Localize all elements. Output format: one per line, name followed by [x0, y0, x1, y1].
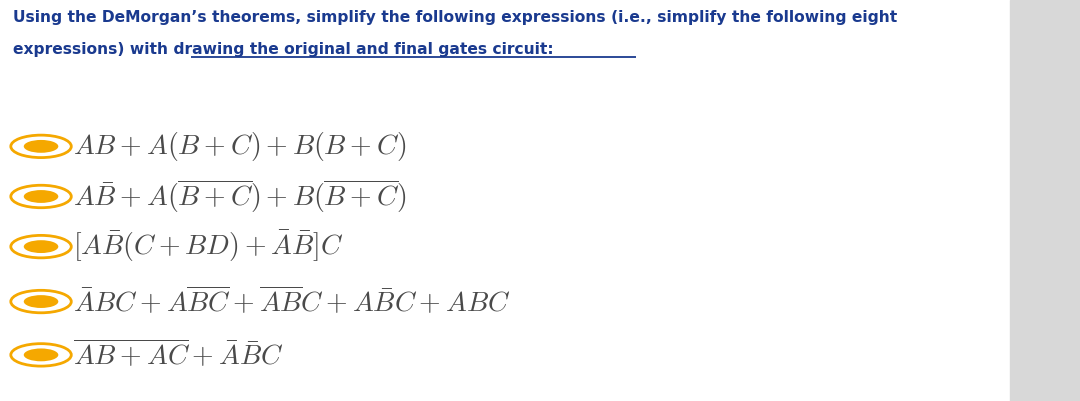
Text: $AB + A(B + C) + B(B + C)$: $AB + A(B + C) + B(B + C)$ — [73, 130, 407, 163]
Circle shape — [11, 185, 71, 208]
Text: $A\bar{B} + A(\overline{B + C}) + B(\overline{B + C})$: $A\bar{B} + A(\overline{B + C}) + B(\ove… — [73, 178, 407, 215]
Circle shape — [24, 295, 58, 308]
Circle shape — [11, 344, 71, 366]
Circle shape — [11, 290, 71, 313]
Circle shape — [11, 235, 71, 258]
Text: Using the DeMorgan’s theorems, simplify the following expressions (i.e., simplif: Using the DeMorgan’s theorems, simplify … — [13, 10, 897, 25]
Circle shape — [24, 140, 58, 153]
Text: $\bar{A}BC + A\overline{BC} + \overline{AB}C + A\bar{B}C + ABC$: $\bar{A}BC + A\overline{BC} + \overline{… — [73, 285, 511, 318]
Text: $[A\bar{B}(C + BD) + \bar{A}\bar{B}]C$: $[A\bar{B}(C + BD) + \bar{A}\bar{B}]C$ — [73, 229, 343, 264]
Circle shape — [24, 190, 58, 203]
Text: $\overline{AB + AC} + \bar{A}\bar{B}C$: $\overline{AB + AC} + \bar{A}\bar{B}C$ — [73, 338, 284, 371]
Circle shape — [24, 348, 58, 361]
Circle shape — [24, 240, 58, 253]
Circle shape — [11, 135, 71, 158]
Text: expressions) with drawing the original and final gates circuit:: expressions) with drawing the original a… — [13, 42, 554, 57]
Bar — [1010, 0, 1080, 401]
